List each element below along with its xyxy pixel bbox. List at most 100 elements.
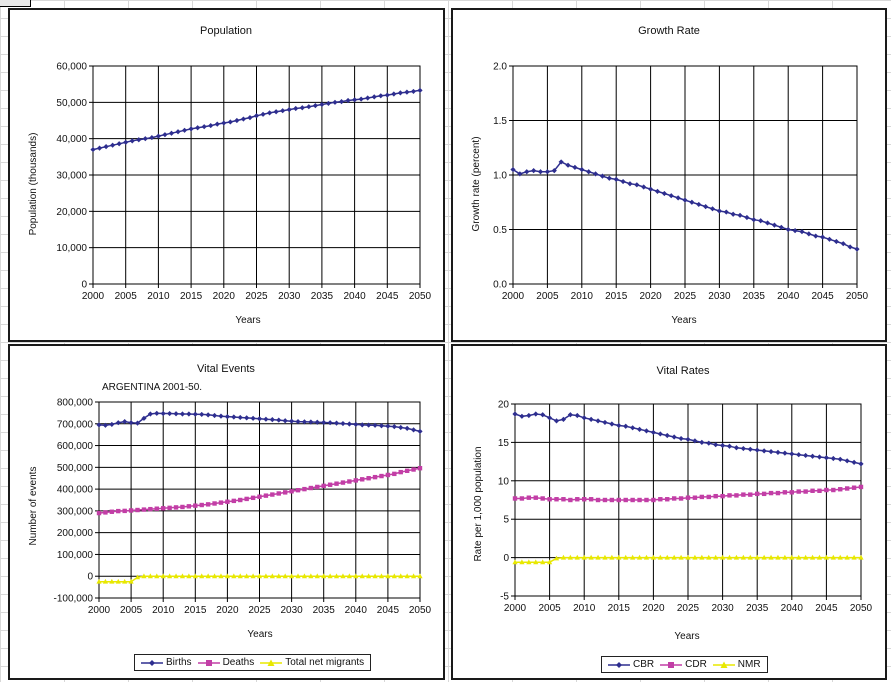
- data-point: [308, 485, 314, 491]
- plot-border: [98, 401, 421, 599]
- x-tick-label: 2020: [642, 603, 665, 614]
- x-axis-label: Years: [671, 315, 696, 326]
- data-point: [256, 416, 263, 422]
- x-tick-label: 2050: [846, 291, 869, 302]
- data-point: [606, 175, 612, 181]
- data-point: [109, 578, 115, 584]
- data-point: [122, 508, 127, 514]
- vital-events-chart-panel[interactable]: Vital Events ARGENTINA 2001-50. Years Nu…: [8, 344, 445, 680]
- data-point: [768, 490, 774, 496]
- data-point: [648, 186, 654, 192]
- data-point: [282, 490, 288, 495]
- data-point: [280, 108, 286, 114]
- legend-label-cdr: CDR: [685, 659, 707, 670]
- data-point: [602, 554, 608, 560]
- data-point: [314, 419, 320, 425]
- data-point: [391, 424, 397, 430]
- data-point: [308, 573, 314, 579]
- x-tick-label: 2005: [115, 291, 138, 302]
- legend-label-migrants: Total net migrants: [285, 657, 365, 668]
- data-point: [675, 195, 681, 201]
- y-tick-label: 0: [81, 280, 87, 291]
- data-point: [561, 497, 566, 502]
- data-point: [586, 169, 592, 175]
- data-point: [199, 411, 205, 418]
- data-point: [273, 109, 279, 115]
- data-point: [299, 105, 305, 111]
- data-point: [301, 573, 308, 579]
- data-point: [218, 413, 224, 419]
- y-tick-label: 60,000: [56, 62, 87, 73]
- spreadsheet-corner: [0, 0, 31, 7]
- x-tick-label: 2000: [88, 605, 111, 616]
- data-point: [205, 573, 211, 579]
- data-point: [630, 497, 635, 503]
- data-point: [553, 555, 560, 561]
- data-point: [720, 493, 725, 499]
- x-tick-label: 2050: [409, 605, 432, 616]
- data-point: [154, 506, 159, 511]
- data-point: [312, 103, 318, 109]
- data-point: [257, 494, 262, 499]
- data-point: [289, 489, 294, 494]
- x-tick-label: 2015: [605, 291, 628, 302]
- data-point: [167, 410, 173, 417]
- data-point: [616, 554, 622, 560]
- data-point: [128, 508, 134, 513]
- data-point: [269, 573, 275, 579]
- data-point: [116, 508, 121, 514]
- data-point: [302, 486, 307, 492]
- data-point: [366, 476, 371, 481]
- legend-label-births: Births: [166, 657, 192, 668]
- data-point: [392, 471, 397, 477]
- data-point: [199, 573, 205, 579]
- population-chart-panel[interactable]: Population Years Population (thousands) …: [8, 8, 445, 342]
- data-point: [366, 422, 372, 428]
- data-point: [796, 489, 801, 494]
- growth-rate-chart-panel[interactable]: Growth Rate Years Growth rate (percent) …: [451, 8, 887, 342]
- data-point: [155, 133, 161, 139]
- data-point: [135, 507, 140, 513]
- data-point: [609, 421, 615, 427]
- data-point: [372, 474, 378, 480]
- data-point: [123, 139, 129, 145]
- data-point: [276, 491, 281, 496]
- data-point: [237, 414, 243, 421]
- data-point: [809, 554, 816, 560]
- data-point: [519, 413, 525, 419]
- data-point: [703, 204, 709, 210]
- y-tick-label: 20: [498, 400, 510, 411]
- x-tick-label: 2020: [639, 291, 662, 302]
- data-point: [599, 173, 606, 179]
- data-point: [519, 496, 525, 501]
- data-point: [734, 493, 739, 498]
- y-axis-label: Population (thousands): [28, 133, 39, 236]
- legend-entry-cbr: CBR: [608, 659, 654, 670]
- data-point: [713, 442, 719, 448]
- data-point: [627, 181, 633, 187]
- data-point: [327, 420, 333, 426]
- vital-rates-chart-panel[interactable]: Vital Rates Years Rate per 1,000 populat…: [451, 344, 887, 680]
- data-point: [411, 467, 416, 472]
- chart-title: Vital Events: [197, 363, 255, 375]
- y-tick-label: 10: [498, 476, 510, 487]
- data-point: [122, 578, 128, 584]
- data-point: [809, 453, 816, 459]
- x-tick-label: 2020: [213, 291, 236, 302]
- data-point: [664, 554, 670, 560]
- data-point: [758, 218, 764, 224]
- y-tick-label: 0: [503, 553, 509, 564]
- y-tick-label: 300,000: [57, 506, 94, 517]
- data-point: [651, 497, 656, 503]
- legend-label-deaths: Deaths: [222, 657, 255, 668]
- data-point: [782, 490, 788, 495]
- data-point: [751, 217, 757, 223]
- data-point: [544, 169, 550, 175]
- data-point: [747, 554, 753, 560]
- data-point: [332, 99, 338, 105]
- data-point: [240, 116, 247, 122]
- data-point: [796, 452, 802, 458]
- data-point: [844, 458, 850, 464]
- data-point: [180, 504, 185, 510]
- data-point: [340, 573, 346, 579]
